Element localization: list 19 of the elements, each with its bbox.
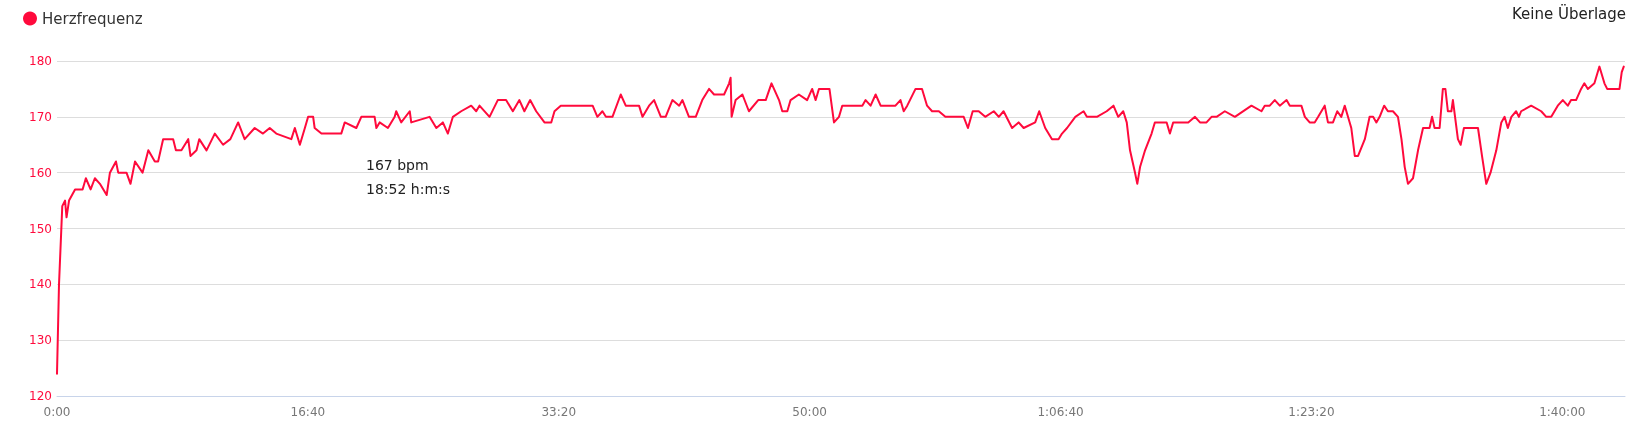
y-tick-label: 160 [29,165,52,180]
x-tick-label: 16:40 [290,405,326,419]
legend-label: Herzfrequenz [42,9,143,28]
x-tick-label: 1:06:40 [1037,405,1084,419]
y-tick-label: 170 [29,109,52,124]
y-tick-label: 180 [29,54,52,68]
text: Keine Überlage [1512,3,1627,23]
x-tick-label: 50:00 [792,405,827,419]
line-series [56,65,1625,375]
y-tick-label: 150 [29,221,52,236]
x-tick-label: 33:20 [541,405,577,419]
y-tick-label: 120 [29,389,52,403]
y-tick-label: 130 [29,333,52,348]
x-tick-label: 0:00 [43,405,71,419]
x-tick-label: 1:40:00 [1539,405,1586,419]
annotation: 167 bpm [366,157,429,173]
x-tick-label: 1:23:20 [1288,405,1335,419]
annotation: 18:52 h:m:s [366,181,451,197]
y-tick-label: 140 [29,277,52,292]
